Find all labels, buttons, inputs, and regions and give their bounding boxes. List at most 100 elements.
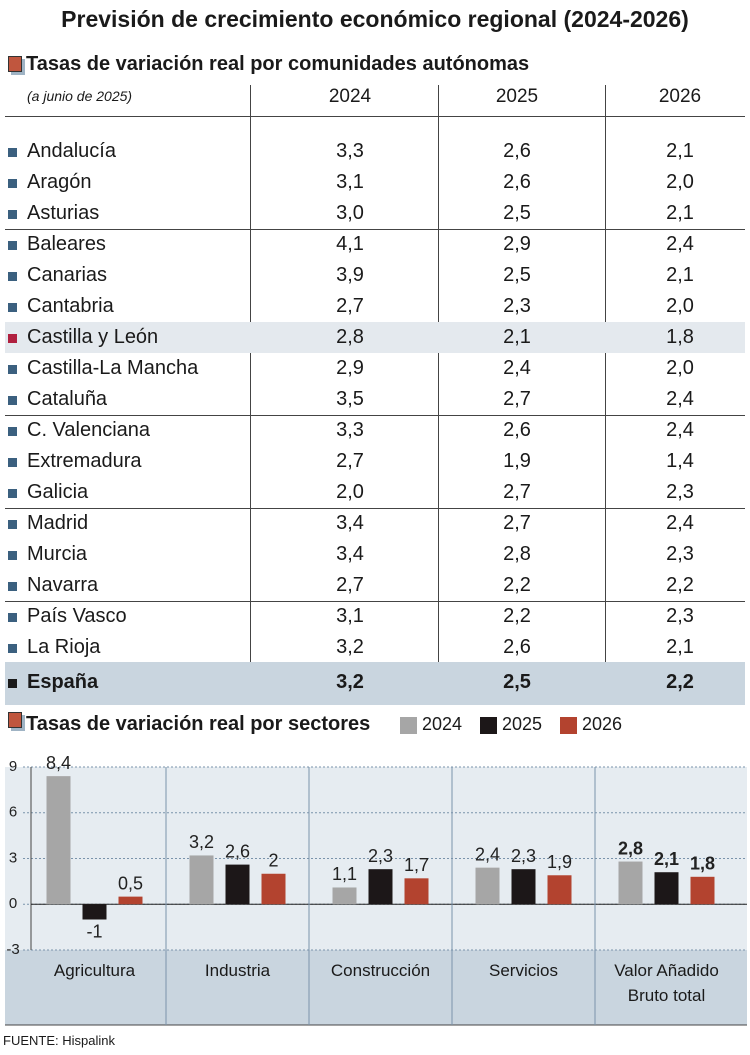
x-tick-label: Construcción [330,961,431,980]
cell: 3,9 [336,264,364,286]
row-label: Canarias [27,264,108,286]
bar [189,855,214,905]
row-label: Andalucía [27,140,116,162]
row-label: País Vasco [27,605,127,627]
row-marker [8,489,17,498]
row-label: Asturias [27,202,100,224]
cell: 1,4 [666,450,694,472]
cell: 2,0 [336,481,364,503]
y-tick-label: 0 [9,895,17,912]
cell: 2,1 [666,202,694,224]
bar [618,861,643,905]
value-label: 2 [268,851,278,871]
row-marker [8,582,17,591]
cell: 3,2 [336,636,364,658]
row-marker [8,613,17,622]
row-marker [8,179,17,188]
chart: 9 6 3 0 -3 8,4 3,2 1,1 2,4 2,8 -1 2,6 2,3 2,3 2,1 0,5 2 1… [5,753,747,1026]
value-label: 2,6 [225,841,250,861]
cell: 2,3 [666,543,694,565]
cell: 1,8 [666,326,694,348]
cell: 2,6 [503,419,531,441]
rule [250,85,251,705]
y-tick-label: 6 [9,804,17,821]
row-label: Cataluña [27,388,108,410]
row-marker [8,334,17,343]
row-label: Castilla-La Mancha [27,357,199,379]
value-label: 2,4 [475,844,500,864]
x-tick-label: Servicios [489,961,558,980]
row-marker [8,272,17,281]
cell: 3,4 [336,543,364,565]
cell: 2,0 [666,295,694,317]
cell: 3,1 [336,171,364,193]
cell: 2,7 [503,512,531,534]
row-marker [8,365,17,374]
row-highlight [5,322,745,353]
value-label: 2,3 [368,846,393,866]
row-marker [8,551,17,560]
cell: 2,4 [666,419,694,441]
row-label: Galicia [27,481,89,503]
bar [225,864,250,905]
rule [438,85,439,705]
cell: 2,7 [503,481,531,503]
cell: 2,7 [503,388,531,410]
cell: 2,2 [503,574,531,596]
legend-label: 2026 [582,714,623,734]
cell: 2,4 [666,233,694,255]
value-label: -1 [86,921,102,941]
cell: 3,4 [336,512,364,534]
cell: 2,7 [336,450,364,472]
table-note: (a junio de 2025) [27,88,133,104]
cell: 2,8 [336,326,364,348]
cell: 2,1 [503,326,531,348]
bar [690,876,715,905]
bar [332,887,357,905]
row-marker [8,210,17,219]
cell: 2,9 [503,233,531,255]
cell: 2,1 [666,636,694,658]
cell: 2,8 [503,543,531,565]
cell: 2,6 [503,636,531,658]
cell: 2,1 [666,264,694,286]
value-label: 2,8 [618,838,643,858]
icon [8,712,22,728]
category-band [5,950,747,1025]
row-label: La Rioja [27,636,101,658]
row-marker [8,303,17,312]
column-header: 2026 [658,86,702,107]
bar [368,869,393,905]
bar [547,875,572,905]
bar [475,867,500,905]
total-label: España [27,671,99,693]
bar [261,873,286,905]
cell: 3,0 [336,202,364,224]
value-label: 1,9 [547,852,572,872]
cell: 2,4 [666,388,694,410]
bar [118,896,143,905]
cell: 2,3 [666,481,694,503]
legend-label: 2025 [502,714,543,734]
column-header: 2024 [328,86,372,107]
cell: 2,2 [503,605,531,627]
cell: 2,5 [503,264,531,286]
source: FUENTE: Hispalink [3,1033,115,1048]
y-tick-label: -3 [6,941,19,958]
cell: 1,9 [503,450,531,472]
legend-swatch [480,717,497,734]
cell: 3,3 [336,140,364,162]
value-label: 1,8 [690,854,715,874]
legend-swatch [400,717,417,734]
cell: 2,0 [666,171,694,193]
cell: 2,5 [503,202,531,224]
value-label: 1,1 [332,864,357,884]
row-marker [8,644,17,653]
y-tick-label: 9 [9,758,17,775]
x-tick-label: Agricultura [53,961,136,980]
x-tick-label: Industria [204,961,271,980]
row-label: Aragón [27,171,92,193]
row-marker [8,458,17,467]
row-label: Cantabria [27,295,114,317]
